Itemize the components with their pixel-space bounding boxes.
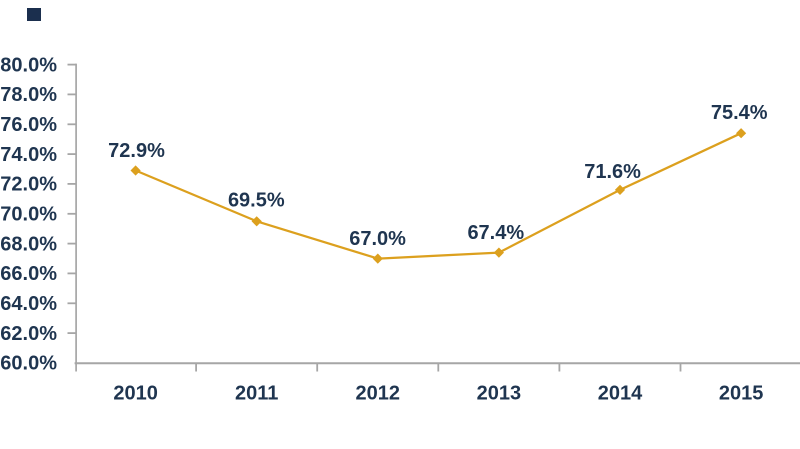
svg-text:2013: 2013: [477, 383, 522, 405]
svg-text:76.0%: 76.0%: [0, 114, 57, 136]
svg-text:60.0%: 60.0%: [0, 353, 57, 375]
svg-text:72.0%: 72.0%: [0, 174, 57, 196]
svg-text:70.0%: 70.0%: [0, 204, 57, 226]
svg-text:71.6%: 71.6%: [584, 161, 641, 183]
svg-text:2014: 2014: [598, 383, 643, 405]
svg-text:2010: 2010: [113, 383, 158, 405]
svg-text:66.0%: 66.0%: [0, 263, 57, 285]
svg-text:80.0%: 80.0%: [0, 54, 57, 76]
svg-text:2015: 2015: [719, 383, 764, 405]
svg-text:68.0%: 68.0%: [0, 233, 57, 255]
svg-text:67.4%: 67.4%: [467, 222, 524, 244]
svg-text:64.0%: 64.0%: [0, 293, 57, 315]
svg-text:78.0%: 78.0%: [0, 84, 57, 106]
svg-text:62.0%: 62.0%: [0, 323, 57, 345]
svg-text:72.9%: 72.9%: [108, 140, 165, 162]
svg-text:2012: 2012: [356, 383, 401, 405]
svg-text:69.5%: 69.5%: [228, 189, 285, 211]
svg-text:2011: 2011: [235, 383, 278, 405]
svg-text:67.0%: 67.0%: [349, 228, 406, 250]
svg-text:75.4%: 75.4%: [711, 102, 768, 124]
svg-text:74.0%: 74.0%: [0, 144, 57, 166]
